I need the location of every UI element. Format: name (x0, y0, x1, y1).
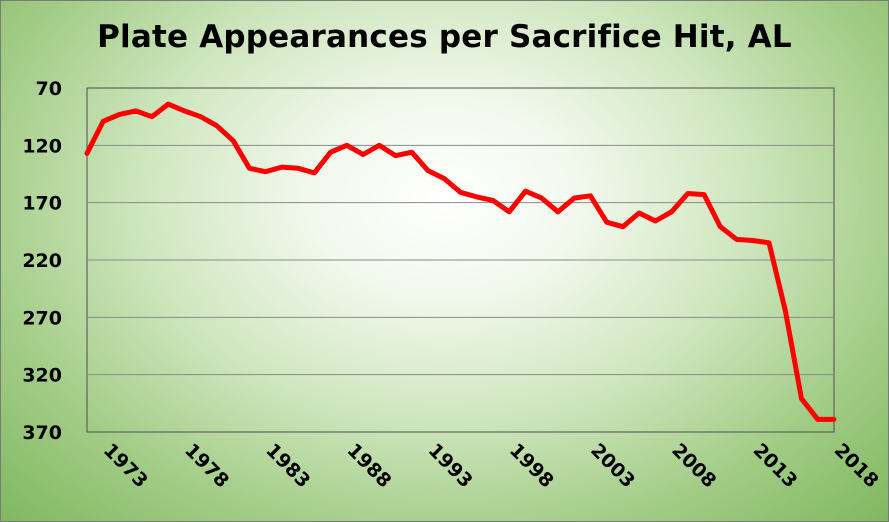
x-tick-label: 1993 (424, 439, 477, 492)
x-tick-label: 1998 (505, 439, 558, 492)
x-tick-label: 1978 (180, 439, 233, 492)
y-tick-label: 120 (22, 135, 62, 157)
series-line (84, 101, 837, 422)
chart-title: Plate Appearances per Sacrifice Hit, AL (97, 19, 792, 55)
x-tick-label: 1973 (99, 439, 152, 492)
x-tick-label: 1983 (261, 439, 314, 492)
y-axis-ticks: 70 120 170 220 270 320 370 (22, 78, 62, 444)
x-axis-ticks: 1973 1978 1983 1988 1993 1998 2003 2008 2013 2018 (99, 439, 883, 492)
y-tick-label: 220 (22, 250, 62, 272)
x-tick-label: 2018 (830, 439, 883, 492)
gridlines (87, 144, 834, 376)
series-layer (84, 101, 837, 422)
x-tick-label: 2008 (667, 439, 720, 492)
x-tick-label: 2013 (749, 439, 802, 492)
y-tick-label: 70 (36, 78, 62, 100)
x-tick-label: 1988 (343, 439, 396, 492)
y-tick-label: 270 (22, 307, 62, 329)
x-tick-label: 2003 (586, 439, 639, 492)
y-tick-label: 170 (22, 193, 62, 215)
y-tick-label: 370 (22, 422, 62, 444)
y-tick-label: 320 (22, 365, 62, 387)
